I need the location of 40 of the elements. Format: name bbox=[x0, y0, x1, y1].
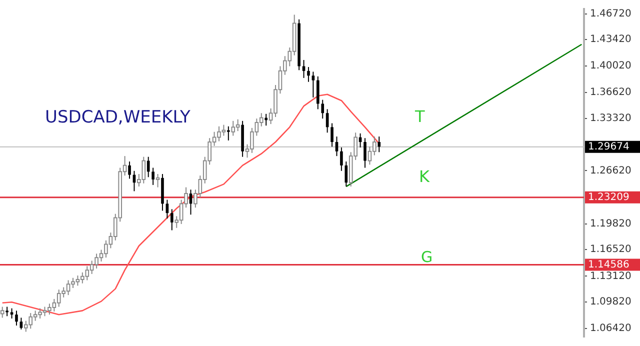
candlestick bbox=[302, 59, 306, 78]
ref-line-label: 1.14586 bbox=[588, 259, 630, 270]
y-tick-label: 1.36620 bbox=[590, 87, 632, 98]
annotation: T bbox=[414, 107, 425, 126]
candlestick bbox=[6, 306, 8, 317]
candlestick bbox=[227, 126, 230, 141]
candlestick bbox=[344, 161, 348, 188]
ref-line-label: 1.29674 bbox=[588, 141, 630, 152]
y-tick-label: 1.40020 bbox=[590, 60, 632, 72]
candlestick bbox=[15, 310, 18, 326]
y-tick-label: 1.26620 bbox=[590, 165, 632, 176]
annotation: K bbox=[419, 167, 430, 186]
candlestick bbox=[170, 208, 174, 231]
y-tick-label: 1.06420 bbox=[590, 323, 632, 334]
y-tick-label: 1.43420 bbox=[590, 34, 632, 46]
candlestick bbox=[128, 161, 131, 180]
annotation: USDCAD,WEEKLY bbox=[45, 107, 191, 128]
y-tick-label: 1.16520 bbox=[590, 244, 632, 256]
annotation: G bbox=[421, 248, 433, 266]
y-tick-label: 1.33320 bbox=[590, 113, 632, 124]
candlestick bbox=[264, 113, 268, 126]
y-tick-label: 1.13120 bbox=[590, 270, 632, 282]
candlestick bbox=[166, 199, 169, 220]
y-tick-label: 1.46720 bbox=[590, 8, 632, 20]
candlestick bbox=[340, 146, 343, 172]
candlestick bbox=[20, 317, 23, 330]
candlestick bbox=[321, 99, 324, 120]
candlestick bbox=[330, 122, 334, 148]
candlestick bbox=[146, 156, 150, 178]
y-tick-label: 1.19820 bbox=[590, 218, 632, 230]
candlestick bbox=[10, 308, 14, 319]
candlestick bbox=[307, 66, 310, 82]
candlestick bbox=[364, 138, 366, 168]
ref-line-label: 1.23209 bbox=[588, 192, 630, 203]
candlestick bbox=[378, 136, 381, 153]
candlestick bbox=[312, 71, 315, 98]
candlestick bbox=[335, 136, 338, 157]
candlestick bbox=[152, 167, 154, 186]
y-tick-label: 1.09820 bbox=[590, 296, 632, 308]
candlestick bbox=[316, 76, 320, 110]
